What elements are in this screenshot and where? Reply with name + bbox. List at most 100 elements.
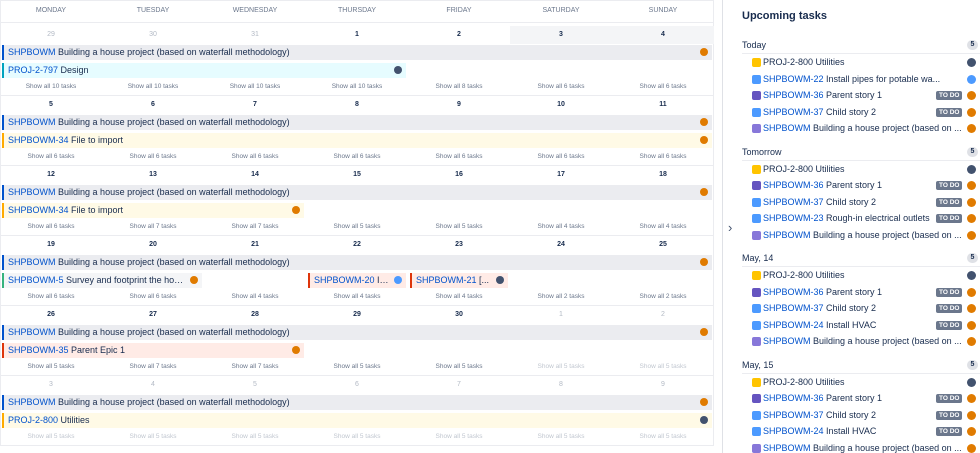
show-all-link[interactable]: Show all 6 tasks <box>129 293 177 300</box>
show-all-link[interactable]: Show all 8 tasks <box>435 83 483 90</box>
show-all-link[interactable]: Show all 4 tasks <box>231 293 279 300</box>
show-all-link[interactable]: Show all 10 tasks <box>331 83 383 90</box>
event-bar[interactable]: SHPBOWM Building a house project (based … <box>2 325 712 340</box>
task-title: Child story 2 <box>826 303 877 313</box>
event-bar[interactable]: SHPBOWM-35 Parent Epic 1 <box>2 343 304 358</box>
event-bar[interactable]: SHPBOWM Building a house project (based … <box>2 45 712 60</box>
task-item[interactable]: SHPBOWM Building a house project (based … <box>742 441 980 453</box>
show-all-link[interactable]: Show all 10 tasks <box>25 83 77 90</box>
show-all-link[interactable]: Show all 5 tasks <box>639 363 687 370</box>
avatar <box>967 394 976 403</box>
event-bar[interactable]: SHPBOWM-21 [... <box>410 273 508 288</box>
task-item[interactable]: SHPBOWM-22 Install pipes for potable wa.… <box>742 72 980 87</box>
show-all-link[interactable]: Show all 5 tasks <box>537 433 585 440</box>
show-all-link[interactable]: Show all 2 tasks <box>537 293 585 300</box>
show-all-link[interactable]: Show all 7 tasks <box>129 223 177 230</box>
task-item[interactable]: SHPBOWM Building a house project (based … <box>742 228 980 243</box>
task-item[interactable]: PROJ-2-800 Utilities <box>742 268 980 283</box>
event-bar[interactable]: SHPBOWM-34 File to import <box>2 133 712 148</box>
show-all-link[interactable]: Show all 4 tasks <box>537 223 585 230</box>
show-all-link[interactable]: Show all 10 tasks <box>127 83 179 90</box>
event-bar[interactable]: PROJ-2-797 Design <box>2 63 406 78</box>
avatar <box>967 337 976 346</box>
show-all-link[interactable]: Show all 10 tasks <box>229 83 281 90</box>
show-all-link[interactable]: Show all 7 tasks <box>231 363 279 370</box>
task-key: PROJ-2-800 <box>763 57 814 67</box>
show-all-link[interactable]: Show all 6 tasks <box>129 153 177 160</box>
date: 20 <box>149 241 157 248</box>
show-all-link[interactable]: Show all 5 tasks <box>435 363 483 370</box>
task-item[interactable]: PROJ-2-800 Utilities <box>742 375 980 390</box>
task-item[interactable]: SHPBOWM-36 Parent story 1 TO DO <box>742 178 980 193</box>
task-item[interactable]: SHPBOWM-23 Rough-in electrical outlets TO… <box>742 211 980 226</box>
task-item[interactable]: PROJ-2-800 Utilities <box>742 55 980 70</box>
task-item[interactable]: PROJ-2-800 Utilities <box>742 162 980 177</box>
date: 9 <box>457 101 461 108</box>
show-all-link[interactable]: Show all 6 tasks <box>435 153 483 160</box>
task-title: Utilities <box>815 376 845 387</box>
event-bar[interactable]: SHPBOWM Building a house project (based … <box>2 185 712 200</box>
show-all-link[interactable]: Show all 5 tasks <box>333 433 381 440</box>
show-all-link[interactable]: Show all 6 tasks <box>27 293 75 300</box>
show-all-link[interactable]: Show all 5 tasks <box>231 433 279 440</box>
date: 15 <box>353 171 361 178</box>
show-all-link[interactable]: Show all 5 tasks <box>639 433 687 440</box>
show-all-link[interactable]: Show all 2 tasks <box>639 293 687 300</box>
avatar <box>967 164 976 174</box>
avatar <box>967 124 976 133</box>
show-all-link[interactable]: Show all 5 tasks <box>27 433 75 440</box>
task-item[interactable]: SHPBOWM-37 Child story 2 TO DO <box>742 408 980 423</box>
show-all-link[interactable]: Show all 6 tasks <box>27 223 75 230</box>
task-item[interactable]: SHPBOWM-37 Child story 2 TO DO <box>742 105 980 120</box>
show-all-link[interactable]: Show all 5 tasks <box>27 363 75 370</box>
task-title: Install pipes for potable wa... <box>826 73 941 84</box>
show-all-link[interactable]: Show all 6 tasks <box>537 153 585 160</box>
date: 19 <box>47 241 55 248</box>
task-item[interactable]: SHPBOWM-24 Install HVAC TO DO <box>742 318 980 333</box>
event-bar[interactable]: SHPBOWM-34 File to import <box>2 203 304 218</box>
show-all-link[interactable]: Show all 5 tasks <box>333 363 381 370</box>
show-all-link[interactable]: Show all 4 tasks <box>639 223 687 230</box>
task-icon <box>752 181 761 190</box>
event-bar[interactable]: SHPBOWM Building a house project (based … <box>2 395 712 410</box>
show-all-link[interactable]: Show all 5 tasks <box>129 433 177 440</box>
event-bar[interactable]: SHPBOWM-5 Survey and footprint the house <box>2 273 202 288</box>
collapse-chevron[interactable]: › <box>728 220 733 235</box>
week-border <box>0 305 714 306</box>
event-bar[interactable]: SHPBOWM Building a house project (based … <box>2 115 712 130</box>
show-all-link[interactable]: Show all 6 tasks <box>639 153 687 160</box>
show-all-link[interactable]: Show all 6 tasks <box>333 153 381 160</box>
task-item[interactable]: SHPBOWM-37 Child story 2 TO DO <box>742 195 980 210</box>
show-all-link[interactable]: Show all 6 tasks <box>27 153 75 160</box>
task-item[interactable]: SHPBOWM-36 Parent story 1 TO DO <box>742 88 980 103</box>
task-item[interactable]: SHPBOWM-36 Parent story 1 TO DO <box>742 285 980 300</box>
show-all-link[interactable]: Show all 7 tasks <box>231 223 279 230</box>
show-all-link[interactable]: Show all 5 tasks <box>435 433 483 440</box>
show-all-link[interactable]: Show all 4 tasks <box>333 293 381 300</box>
event-bar[interactable]: SHPBOWM Building a house project (based … <box>2 255 712 270</box>
task-item[interactable]: SHPBOWM-36 Parent story 1 TO DO <box>742 391 980 406</box>
show-all-link[interactable]: Show all 4 tasks <box>435 293 483 300</box>
event-bar[interactable]: PROJ-2-800 Utilities <box>2 413 712 428</box>
task-text: SHPBOWM-37 Child story 2 <box>763 195 933 210</box>
show-all-link[interactable]: Show all 5 tasks <box>537 363 585 370</box>
task-icon <box>752 124 761 133</box>
task-text: PROJ-2-800 Utilities <box>763 162 963 177</box>
event-key: SHPBOWM-34 <box>8 205 69 215</box>
task-title: Building a house project (based on ... <box>813 336 962 346</box>
event-bar[interactable]: SHPBOWM-20 In... <box>308 273 406 288</box>
show-all-link[interactable]: Show all 5 tasks <box>333 223 381 230</box>
task-item[interactable]: SHPBOWM-24 Install HVAC TO DO <box>742 424 980 439</box>
task-item[interactable]: SHPBOWM-37 Child story 2 TO DO <box>742 301 980 316</box>
show-all-link[interactable]: Show all 6 tasks <box>639 83 687 90</box>
status-badge: TO DO <box>936 410 963 420</box>
show-all-link[interactable]: Show all 6 tasks <box>231 153 279 160</box>
avatar <box>700 328 708 336</box>
event-title: Building a house project (based on water… <box>58 257 290 267</box>
show-all-link[interactable]: Show all 5 tasks <box>435 223 483 230</box>
show-all-link[interactable]: Show all 6 tasks <box>537 83 585 90</box>
task-key: PROJ-2-800 <box>763 270 814 280</box>
show-all-link[interactable]: Show all 7 tasks <box>129 363 177 370</box>
task-item[interactable]: SHPBOWM Building a house project (based … <box>742 121 980 136</box>
task-item[interactable]: SHPBOWM Building a house project (based … <box>742 334 980 349</box>
